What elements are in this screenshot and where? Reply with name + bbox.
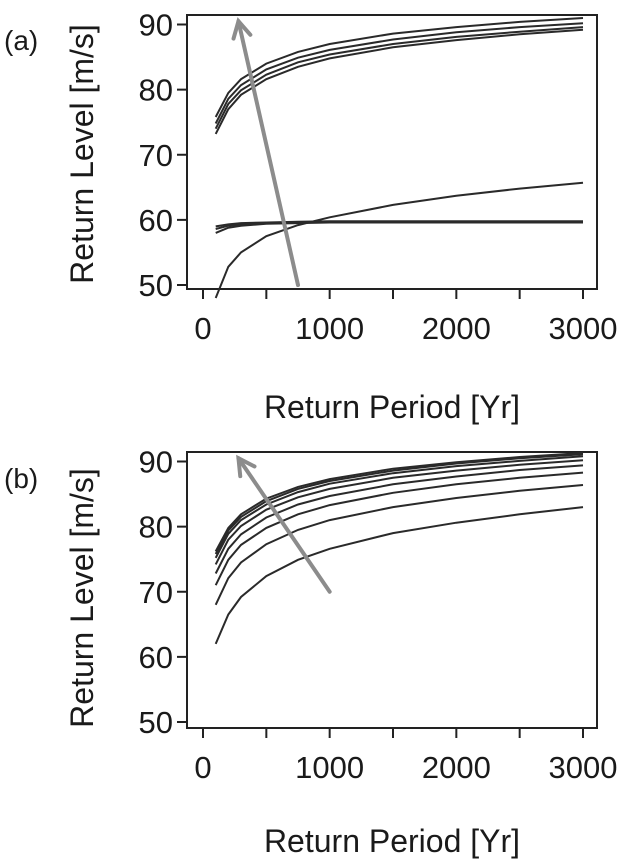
panel-a-series-line-2: [214, 22, 584, 124]
panel-b-series-line-5: [214, 464, 584, 574]
panel-b-x-tick-label: 2000: [422, 750, 491, 785]
panel-a-series-line-4: [214, 28, 584, 135]
panel-a-x-tick-label: 3000: [549, 311, 618, 346]
panel-a-ticks: 50 60 70 80 90 0 1000 2000 3000: [139, 8, 618, 346]
panel-b-series-line-7: [214, 484, 584, 606]
panel-b-series-line-3: [214, 455, 584, 559]
panel-a-series-line-3: [214, 26, 584, 130]
panel-a-x-tick-label: 1000: [295, 311, 364, 346]
panel-b-series-line-2: [214, 453, 584, 555]
panel-b-y-tick-label: 90: [139, 445, 173, 480]
panel-a-series-line-5: [214, 181, 584, 299]
panel-a-trend-arrowhead: [231, 17, 253, 41]
panel-b-series-line-6: [214, 471, 584, 586]
panel-b-y-tick-label: 50: [139, 705, 173, 740]
panel-a-y-tick-label: 70: [139, 138, 173, 173]
panel-b-trend-arrowhead: [236, 454, 257, 479]
panel-a-y-tick-label: 90: [139, 8, 173, 43]
panel-b-y-tick-label: 70: [139, 575, 173, 610]
panel-b-ticks: 50 60 70 80 90 0 1000 2000 3000: [139, 445, 618, 785]
panel-a-label: (a): [4, 25, 38, 56]
panel-b-x-tick-label: 0: [194, 750, 211, 785]
panel-a-y-axis-label: Return Level [m/s]: [64, 24, 100, 284]
panel-b-label: (b): [4, 463, 38, 494]
panel-a-series-line-8: [215, 220, 583, 228]
panel-a-y-tick-label: 60: [139, 203, 173, 238]
panel-a-y-tick-label: 80: [139, 73, 173, 108]
panel-a-series: [214, 17, 584, 299]
panel-b: (b) Return Level [m/s] Return Period [Yr…: [4, 445, 617, 859]
panel-b-x-axis-label: Return Period [Yr]: [264, 823, 520, 859]
panel-b-series-line-1: [214, 452, 584, 552]
panel-b-y-tick-label: 60: [139, 640, 173, 675]
panel-a-x-tick-label: 0: [194, 311, 211, 346]
panel-a-x-tick-label: 2000: [422, 311, 491, 346]
panel-a-series-line-6: [215, 221, 583, 234]
panel-a-y-tick-label: 50: [139, 268, 173, 303]
panel-b-series-line-4: [214, 459, 584, 565]
panel-a-trend-arrow: [236, 19, 300, 287]
panel-a: (a) Return Level [m/s] Return Period [Yr…: [4, 8, 617, 425]
panel-b-series: [214, 452, 584, 645]
panel-b-y-tick-label: 80: [139, 510, 173, 545]
panel-b-x-tick-label: 1000: [295, 750, 364, 785]
panel-b-trend-arrow: [236, 456, 332, 594]
panel-b-series-line-8: [214, 506, 584, 645]
panel-a-series-line-1: [214, 17, 584, 118]
panel-b-y-axis-label: Return Level [m/s]: [64, 468, 100, 728]
panel-b-x-tick-label: 3000: [549, 750, 618, 785]
panel-a-x-axis-label: Return Period [Yr]: [264, 389, 520, 425]
